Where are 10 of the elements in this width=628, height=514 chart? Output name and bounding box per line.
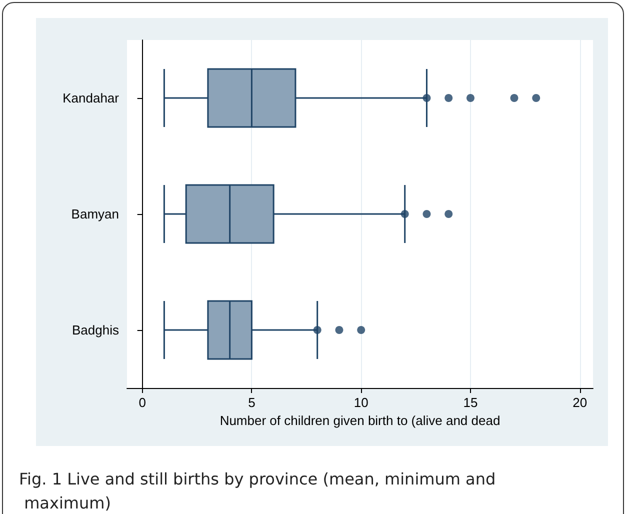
x-tick-label: 5 [248,395,256,410]
y-tick-label: Badghis [72,322,120,338]
x-tick-label: 0 [138,395,146,410]
y-tick-label: Kandahar [62,90,120,106]
x-axis-title: Number of children given birth to (alive and dead [220,412,500,428]
x-tick-label: 10 [354,395,368,410]
x-tick-label: 15 [463,395,478,410]
y-tick-label: Bamyan [71,206,119,222]
text: Fig. 1 Live and still births by province (mean, minimum and maximum) [19,470,496,512]
x-tick-label: 20 [572,395,588,410]
